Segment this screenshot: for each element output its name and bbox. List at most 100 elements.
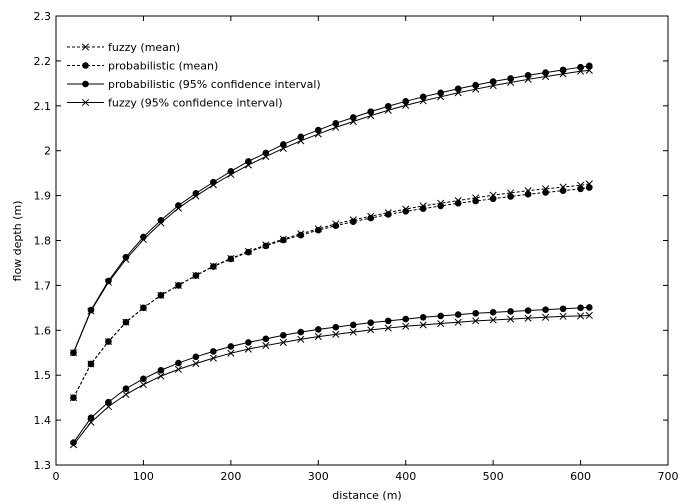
data-point <box>192 272 200 279</box>
data-point <box>454 199 462 207</box>
data-point <box>367 319 375 326</box>
data-point <box>332 123 340 131</box>
y-tick-label: 2.1 <box>34 100 52 113</box>
data-point <box>245 158 252 165</box>
data-point <box>437 320 445 328</box>
y-tick-label: 1.3 <box>34 459 52 472</box>
data-point <box>279 338 287 346</box>
data-point <box>384 211 392 218</box>
data-point <box>559 312 567 320</box>
data-point <box>140 233 147 241</box>
data-point <box>542 306 549 313</box>
data-point <box>140 304 147 312</box>
data-point <box>349 114 357 121</box>
data-point <box>419 313 427 321</box>
legend-entry: fuzzy (mean) <box>67 41 180 54</box>
data-point <box>245 248 252 256</box>
data-point <box>314 226 322 234</box>
series-5 <box>70 304 593 446</box>
data-point <box>332 330 340 338</box>
data-point <box>280 236 287 244</box>
data-point <box>210 348 217 355</box>
data-point <box>279 144 287 153</box>
y-tick-label: 1.4 <box>34 414 52 427</box>
data-point <box>384 102 392 110</box>
data-point <box>332 323 340 331</box>
data-point <box>454 85 462 93</box>
data-point <box>489 309 497 316</box>
data-point <box>542 189 549 196</box>
y-tick-label: 2.3 <box>34 10 52 23</box>
data-point <box>314 126 322 134</box>
data-point <box>402 315 410 323</box>
axes-layer: 0 100 200 300 400 500 600 700 1.3 1.4 1.5 1.6 1.7 1.8… <box>34 10 679 483</box>
data-point <box>586 184 593 191</box>
x-tick-label: 300 <box>308 470 329 483</box>
data-point <box>87 307 95 315</box>
data-point <box>314 333 322 341</box>
x-axis-label: distance (m) <box>332 489 401 502</box>
data-point <box>244 345 252 353</box>
data-point <box>507 75 514 82</box>
data-point <box>384 324 392 332</box>
data-point <box>384 317 392 325</box>
data-point <box>297 133 305 141</box>
data-point <box>586 304 593 311</box>
data-point <box>262 335 270 343</box>
data-point <box>507 308 514 315</box>
data-point <box>402 98 410 105</box>
x-tick-label: 0 <box>53 470 60 483</box>
data-point <box>70 394 77 401</box>
legend-entry: fuzzy (95% confidence interval) <box>67 97 283 110</box>
data-point <box>454 311 462 318</box>
data-point <box>104 403 113 411</box>
data-point <box>507 78 515 87</box>
data-point <box>245 339 252 346</box>
legend-label: probabilistic (95% confidence interval) <box>108 78 321 91</box>
data-point <box>140 375 147 383</box>
data-point <box>507 193 514 200</box>
series-6 <box>69 311 593 449</box>
legend-label: fuzzy (mean) <box>108 41 180 54</box>
legend: fuzzy (mean) probabilistic (mean) probabil… <box>67 41 321 110</box>
data-point <box>297 137 305 145</box>
data-point <box>489 195 497 203</box>
data-point <box>297 328 305 336</box>
data-point <box>542 313 550 321</box>
data-point <box>472 197 479 205</box>
data-point <box>157 291 165 299</box>
data-point <box>122 318 130 326</box>
data-point <box>524 307 532 314</box>
data-point <box>472 317 480 325</box>
data-point <box>227 170 235 179</box>
data-point <box>454 89 462 97</box>
data-point <box>192 359 200 368</box>
data-point <box>585 66 593 74</box>
data-point <box>82 80 89 88</box>
data-point <box>367 214 375 222</box>
data-point <box>209 181 217 189</box>
data-point <box>157 372 165 380</box>
data-point <box>577 312 585 320</box>
data-point <box>105 398 112 406</box>
legend-label: fuzzy (95% confidence interval) <box>108 97 283 110</box>
data-point <box>489 316 497 324</box>
data-point <box>262 242 270 250</box>
data-point <box>174 365 182 373</box>
data-point <box>507 315 515 323</box>
data-point <box>122 255 130 263</box>
data-point <box>69 441 78 449</box>
y-tick-label: 1.6 <box>34 324 52 337</box>
series-layer <box>69 62 593 449</box>
data-point <box>227 349 235 357</box>
data-point <box>437 93 445 101</box>
data-point <box>472 309 479 317</box>
data-point <box>454 318 462 326</box>
data-point <box>402 208 410 215</box>
legend-label: probabilistic (mean) <box>108 60 218 73</box>
data-point <box>314 326 322 333</box>
data-point <box>139 236 147 244</box>
x-tick-label: 400 <box>395 470 416 483</box>
data-point <box>559 70 567 78</box>
